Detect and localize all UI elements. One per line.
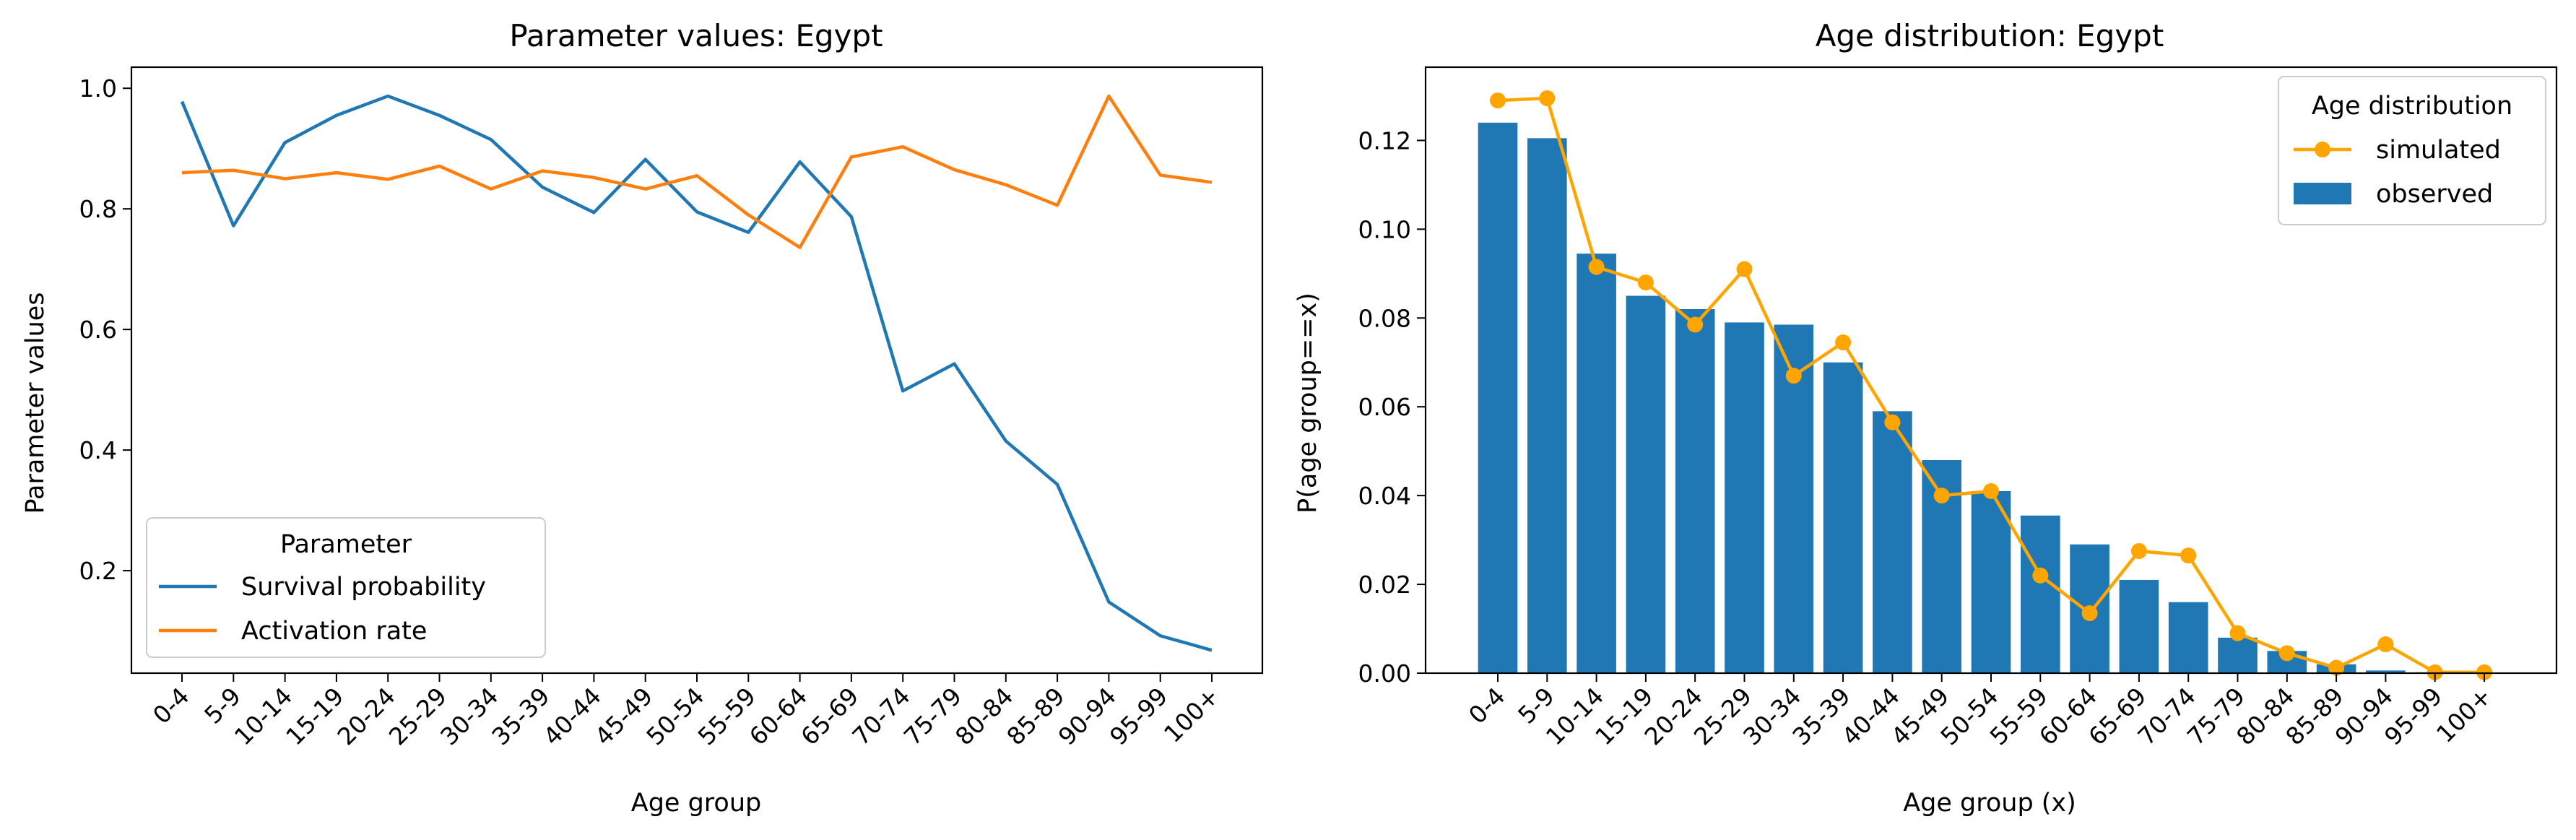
point-simulated <box>2377 636 2394 653</box>
bar-observed <box>2020 515 2060 673</box>
right-y-axis-label: P(age group==x) <box>1293 293 1322 514</box>
bar-observed <box>1527 138 1567 673</box>
bar-observed <box>1626 295 1666 673</box>
left-x-axis-label: Age group <box>631 789 761 818</box>
left-plot-area: 0.20.40.60.81.00-4 5-910-1415-1920-2425-2… <box>79 66 1264 750</box>
bar-observed <box>2168 602 2208 673</box>
left-legend-label-survival-probability: Survival probability <box>241 573 486 602</box>
right-y-tick-label: 0.08 <box>1358 304 1411 332</box>
left-x-tick-label: 10-14 <box>229 682 298 750</box>
bar-observed <box>2218 637 2258 673</box>
bar-observed <box>1675 308 1715 673</box>
left-x-tick-label: 70-74 <box>846 682 915 750</box>
left-y-tick-label: 0.6 <box>79 316 117 344</box>
right-panel: Age distribution: Egypt Age group (x) P(… <box>1293 18 2558 818</box>
point-simulated <box>1539 90 1556 107</box>
point-simulated <box>2180 547 2197 564</box>
right-y-tick-label: 0.04 <box>1358 482 1411 510</box>
point-simulated <box>2130 542 2147 559</box>
left-legend-box <box>146 517 546 658</box>
left-x-tick-label: 60-64 <box>744 682 812 750</box>
point-simulated <box>1490 92 1506 109</box>
right-chart-title: Age distribution: Egypt <box>1816 18 2164 53</box>
right-plot-area: 0.000.020.040.060.080.100.120-4 5-910-141… <box>1358 66 2558 750</box>
point-simulated <box>1933 488 1950 504</box>
left-legend-title: Parameter <box>280 530 412 559</box>
point-simulated <box>1588 259 1605 275</box>
left-x-tick-label: 25-29 <box>383 682 452 750</box>
left-legend: Parameter Survival probability Activation … <box>146 517 546 658</box>
left-x-tick-label: 20-24 <box>331 682 400 750</box>
bar-observed <box>1971 490 2011 673</box>
bar-observed <box>2119 579 2159 673</box>
series-line-survival-probability <box>180 94 1213 652</box>
left-panel: Parameter values: Egypt Age group Parame… <box>21 18 1264 818</box>
point-simulated <box>2328 659 2345 676</box>
left-x-tick-label: 100+ <box>1158 682 1225 748</box>
point-simulated <box>2229 625 2246 641</box>
point-simulated <box>2032 567 2049 584</box>
left-legend-label-activation-rate: Activation rate <box>241 617 427 646</box>
series-line-activation-rate <box>181 94 1213 249</box>
point-simulated <box>1687 316 1704 333</box>
point-simulated <box>2427 664 2443 680</box>
point-simulated <box>1835 334 1852 351</box>
right-x-axis-label: Age group (x) <box>1903 789 2076 818</box>
right-x-tick-label: 95-99 <box>2379 682 2447 750</box>
left-x-tick-label: 50-54 <box>641 682 709 750</box>
point-simulated <box>1983 482 1999 499</box>
right-legend-marker-simulated <box>2315 142 2330 157</box>
left-x-tick-label: 0-4 <box>147 682 195 729</box>
left-x-tick-label: 80-84 <box>950 682 1018 750</box>
left-y-tick-label: 1.0 <box>79 74 117 103</box>
point-simulated <box>1736 261 1753 277</box>
point-simulated <box>1637 274 1654 291</box>
bar-observed <box>2366 670 2406 673</box>
bar-observed <box>1577 254 1616 674</box>
bar-observed <box>1873 411 1912 673</box>
left-x-tick-label: 85-89 <box>1001 682 1070 750</box>
right-y-tick-label: 0.06 <box>1358 393 1411 421</box>
point-simulated <box>2476 664 2492 680</box>
right-y-tick-label: 0.12 <box>1358 126 1411 155</box>
left-x-tick-label: 40-44 <box>538 682 607 750</box>
left-x-tick-label: 95-99 <box>1104 682 1173 750</box>
left-x-tick-label: 15-19 <box>280 682 349 750</box>
left-y-tick-label: 0.8 <box>79 195 117 223</box>
left-x-tick-label: 30-34 <box>435 682 503 750</box>
right-y-tick-label: 0.10 <box>1358 215 1411 243</box>
right-y-tick-label: 0.00 <box>1358 659 1411 688</box>
right-legend-label-observed: observed <box>2376 180 2493 209</box>
left-x-tick-label: 35-39 <box>486 682 555 750</box>
left-y-tick-label: 0.4 <box>79 436 117 464</box>
point-simulated <box>2278 645 2295 662</box>
right-legend: Age distribution simulated observed <box>2278 76 2546 225</box>
right-x-tick-label: 100+ <box>2431 682 2497 748</box>
point-simulated <box>1884 414 1901 430</box>
left-x-tick-label: 55-59 <box>693 682 761 750</box>
bar-observed <box>1725 322 1764 673</box>
left-x-tick-label: 90-94 <box>1053 682 1122 750</box>
left-y-axis-label: Parameter values <box>21 292 50 514</box>
left-chart-title: Parameter values: Egypt <box>509 18 882 53</box>
bar-observed <box>1823 362 1863 673</box>
left-x-tick-label: 65-69 <box>795 682 864 750</box>
left-x-tick-label: 75-79 <box>898 682 967 750</box>
point-simulated <box>1785 368 1802 384</box>
right-legend-label-simulated: simulated <box>2376 136 2501 165</box>
right-legend-title: Age distribution <box>2312 92 2512 121</box>
bar-observed <box>1478 122 1518 674</box>
right-y-tick-label: 0.02 <box>1358 571 1411 599</box>
left-x-tick-label: 45-49 <box>589 682 658 750</box>
right-x-tick-label: 0-4 <box>1463 682 1511 729</box>
right-legend-swatch-observed <box>2294 183 2351 204</box>
left-y-tick-label: 0.2 <box>79 557 117 585</box>
point-simulated <box>2081 605 2098 622</box>
